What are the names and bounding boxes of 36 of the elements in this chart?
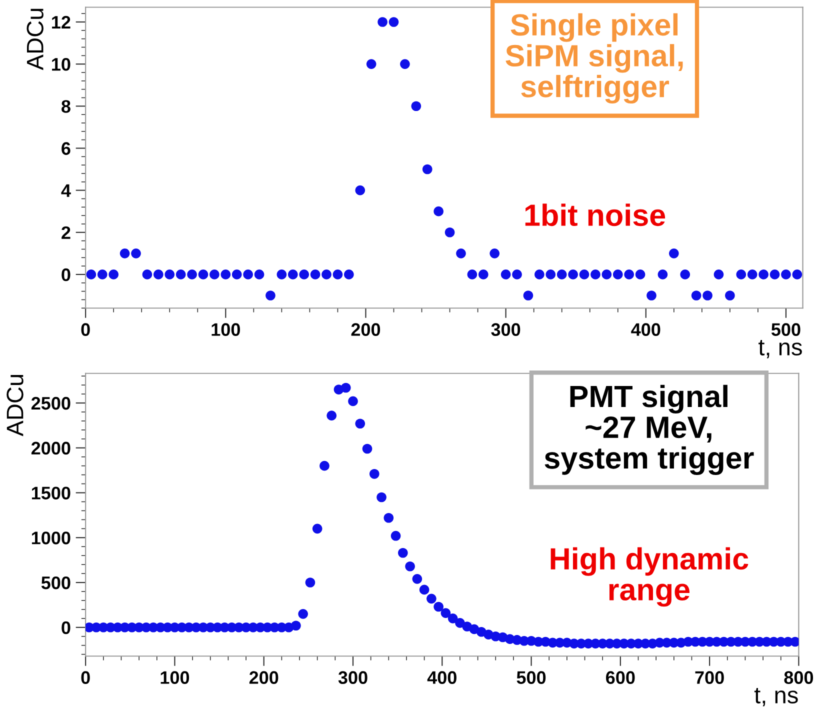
x-tick-label: 0 (81, 323, 90, 336)
annotation: 1bit noise (525, 204, 666, 226)
annotation: PMT signal ~27 MeV, system trigger (544, 384, 754, 475)
y-tick-label: 500 (41, 576, 70, 590)
y-tick-label: 2 (62, 226, 70, 239)
y-tick-label: 6 (62, 142, 70, 155)
x-axis-title: t, ns (754, 688, 798, 706)
y-axis-title: ADCu (26, 8, 44, 70)
y-tick-label: 8 (62, 100, 70, 113)
y-tick-label: 4 (61, 184, 71, 197)
y-tick-label: 1000 (32, 532, 70, 544)
x-tick-label: 700 (695, 671, 724, 684)
y-tick-label: 2000 (31, 442, 70, 455)
x-tick-label: 800 (784, 671, 814, 684)
y-tick-label: 2500 (31, 396, 70, 410)
annotation: Single pixel SiPM signal, selftrigger (506, 13, 683, 104)
x-tick-label: 0 (81, 671, 90, 684)
y-tick-label: 10 (52, 58, 70, 71)
x-tick-label: 400 (631, 323, 660, 336)
annotation: High dynamic range (550, 547, 748, 607)
y-tick-label: 0 (62, 621, 70, 634)
x-tick-label: 300 (491, 323, 520, 336)
x-tick-label: 400 (427, 671, 456, 684)
x-tick-label: 600 (606, 671, 635, 684)
x-tick-label: 100 (212, 323, 240, 336)
x-axis-title: t, ns (758, 340, 802, 358)
x-tick-label: 500 (771, 323, 800, 336)
x-tick-label: 300 (338, 671, 368, 684)
y-tick-label: 1500 (32, 486, 70, 500)
y-tick-label: 12 (52, 16, 70, 29)
x-tick-label: 200 (351, 323, 380, 336)
y-axis-title: ADCu (6, 374, 24, 436)
y-tick-label: 0 (62, 268, 70, 282)
x-tick-label: 200 (249, 671, 278, 684)
x-tick-label: 500 (516, 671, 546, 684)
x-tick-label: 100 (160, 671, 190, 684)
